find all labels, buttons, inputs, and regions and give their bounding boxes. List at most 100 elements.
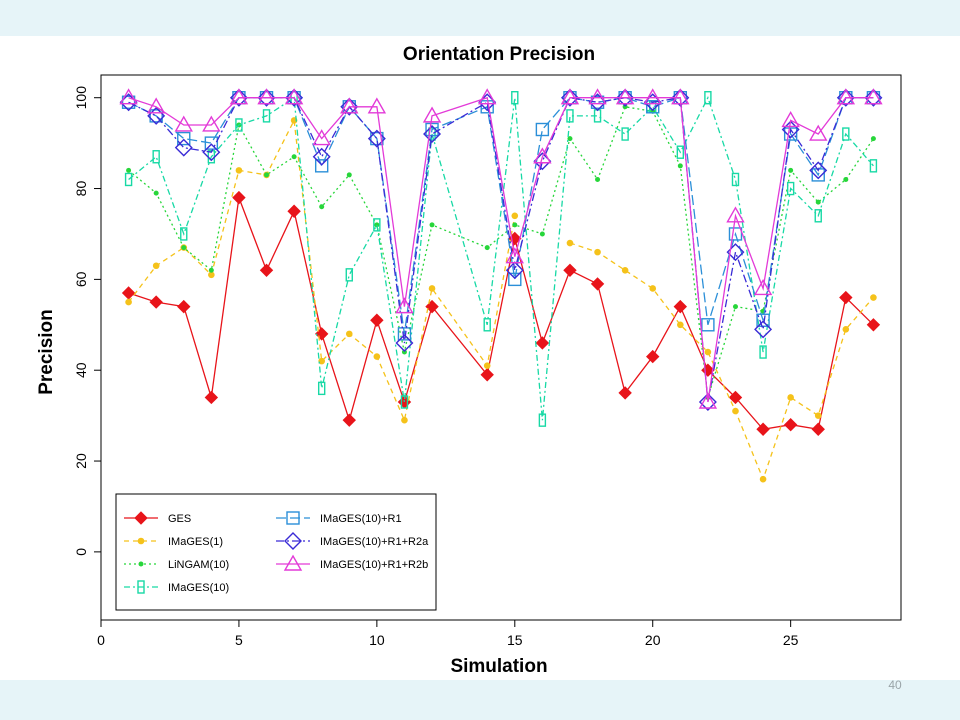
data-point	[401, 349, 407, 355]
data-point	[726, 206, 745, 223]
data-point	[346, 172, 352, 178]
data-point	[149, 295, 163, 309]
data-point	[759, 345, 767, 359]
y-tick-label: 100	[73, 86, 89, 110]
y-axis-label: Precision	[36, 309, 57, 395]
data-point	[152, 150, 160, 164]
data-point	[124, 172, 133, 187]
data-point	[370, 313, 384, 327]
data-point	[235, 118, 243, 132]
data-point	[566, 109, 574, 123]
data-point	[616, 88, 635, 107]
x-tick-label: 0	[97, 632, 105, 648]
data-point	[119, 88, 138, 105]
data-point	[673, 299, 688, 314]
data-point	[649, 285, 657, 292]
data-point	[566, 239, 574, 247]
data-point	[870, 294, 877, 301]
y-tick-label: 0	[73, 548, 89, 556]
data-point	[560, 88, 579, 107]
data-point	[229, 88, 249, 105]
legend-marker	[134, 511, 148, 525]
data-point	[753, 279, 773, 296]
data-point	[590, 95, 605, 109]
data-point	[843, 176, 849, 182]
legend-entry: IMaGES(10)+R1+R2a	[276, 532, 429, 550]
legend-label: IMaGES(10)+R1	[320, 513, 402, 525]
data-point	[397, 327, 412, 341]
data-point	[539, 231, 545, 237]
data-point	[370, 131, 384, 146]
data-point	[643, 88, 662, 105]
data-point	[864, 88, 883, 107]
data-point	[400, 395, 409, 409]
data-point	[125, 298, 132, 306]
data-point	[594, 248, 601, 256]
legend-label: IMaGES(1)	[168, 536, 223, 548]
axes: 0 5 10 15 20 25 0 20 40 60 80 100	[73, 86, 799, 648]
data-point	[671, 88, 690, 105]
data-point	[264, 172, 270, 178]
data-point	[317, 381, 326, 396]
chart-title: Orientation Precision	[403, 44, 595, 65]
data-point	[121, 286, 136, 300]
data-point	[866, 318, 881, 332]
legend-marker	[138, 561, 144, 567]
data-point	[809, 124, 828, 141]
data-point	[563, 263, 577, 277]
series-line	[128, 118, 874, 482]
data-point	[257, 88, 276, 105]
data-point	[505, 247, 524, 264]
series-line	[128, 96, 874, 421]
data-point	[483, 318, 491, 332]
legend-entry: IMaGES(1)	[124, 536, 223, 548]
data-point	[373, 353, 381, 360]
data-point	[814, 412, 822, 419]
data-point	[508, 272, 522, 287]
data-point	[367, 97, 387, 114]
legend-marker	[137, 580, 145, 594]
series-lingam-10-	[126, 104, 876, 400]
legend-entry: IMaGES(10)	[124, 580, 229, 594]
data-point	[208, 271, 215, 279]
data-point	[174, 138, 193, 157]
data-point	[401, 416, 408, 424]
x-tick-label: 25	[783, 632, 799, 648]
data-point	[704, 348, 712, 356]
data-point	[864, 88, 883, 105]
data-point	[870, 136, 876, 142]
data-point	[367, 129, 386, 148]
data-point	[538, 413, 547, 427]
legend-entry: GES	[124, 511, 191, 525]
data-point	[787, 394, 794, 401]
data-point	[232, 190, 246, 205]
legend-entry: LiNGAM(10)	[124, 559, 229, 571]
data-point	[208, 267, 214, 273]
data-point	[836, 88, 856, 105]
series-line	[128, 106, 874, 398]
data-point	[429, 222, 435, 228]
y-tick-label: 20	[73, 453, 89, 469]
data-point	[319, 204, 325, 210]
legend: GES IMaGES(1) LiNGAM(10) IMaGES(10) IMaGES(1…	[115, 493, 437, 611]
data-point	[373, 218, 381, 232]
data-point	[728, 390, 743, 405]
data-point	[422, 106, 442, 123]
data-point	[152, 262, 160, 270]
y-tick-label: 40	[73, 362, 89, 378]
legend-entry: IMaGES(10)+R1	[276, 511, 402, 525]
data-point	[483, 362, 491, 369]
data-point	[615, 88, 635, 105]
data-point	[618, 386, 632, 400]
data-point	[512, 222, 518, 228]
data-point	[177, 131, 191, 146]
data-point	[153, 190, 159, 196]
data-point	[535, 336, 550, 350]
legend-marker	[283, 554, 303, 571]
data-point	[698, 392, 718, 409]
data-point	[783, 127, 798, 141]
data-point	[704, 91, 712, 105]
data-point	[560, 88, 580, 105]
data-point	[287, 204, 301, 218]
data-point	[732, 407, 739, 415]
